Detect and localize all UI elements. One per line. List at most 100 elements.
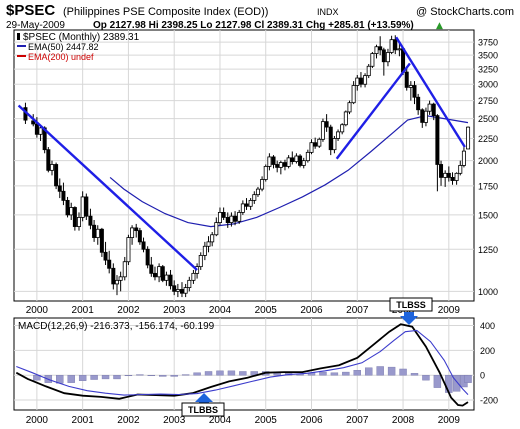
candle [450, 172, 455, 185]
candle-body-up [214, 222, 219, 236]
candle-body-up [118, 276, 123, 281]
candle-body-up [397, 48, 402, 51]
candle [175, 283, 180, 298]
candle-body-down [298, 155, 303, 166]
price-tick-label: 2000 [478, 156, 498, 166]
candle [427, 100, 432, 115]
candle-body-up [240, 203, 245, 213]
candle-body-down [141, 241, 146, 250]
candle-body-down [107, 259, 112, 269]
candle-body-up [427, 103, 432, 112]
candle-body-down [152, 272, 157, 278]
year-tick-label: 2009 [438, 415, 461, 426]
histogram-bar [239, 371, 247, 376]
candle [286, 155, 291, 169]
candle [458, 160, 463, 176]
candle-body-up [305, 151, 310, 162]
candle-body-up [294, 155, 299, 163]
histogram-bar [433, 374, 442, 388]
macd-line [15, 323, 469, 407]
candle [343, 110, 348, 127]
candle [225, 212, 230, 228]
ema50-line [109, 114, 469, 228]
candle [38, 124, 43, 141]
histogram-bar [319, 371, 327, 376]
candle [358, 72, 363, 88]
candle-body-up [252, 194, 257, 201]
candle [134, 223, 139, 238]
candle-body-up [69, 207, 74, 216]
candle-body-up [340, 124, 345, 133]
year-tick-label: 2005 [255, 305, 278, 316]
macd-tick-label: 400 [480, 321, 495, 331]
candle [332, 135, 337, 154]
tlbss-label: TLBSS [396, 300, 426, 310]
candle [210, 231, 215, 247]
candle [416, 93, 421, 115]
year-tick-label: 2008 [392, 415, 415, 426]
candle-body-down [416, 96, 421, 111]
candle [103, 241, 108, 265]
candle-body-up [336, 131, 341, 139]
candle [412, 81, 417, 105]
candle-body-up [286, 157, 291, 167]
candle-body-up [454, 172, 459, 181]
histogram-bar [181, 374, 190, 376]
candle-body-up [278, 162, 283, 168]
candle-body-down [99, 228, 104, 253]
macd-legend-label: MACD(12,26,9) -216.373, -156.174, -60.19… [18, 321, 215, 332]
legend-price-label: $PSEC (Monthly) 2389.31 [23, 32, 140, 43]
candle [157, 263, 162, 283]
candle-body-up [76, 217, 81, 227]
candle [466, 126, 471, 150]
candle [130, 225, 135, 245]
candle [355, 75, 360, 91]
candle [278, 160, 283, 175]
candle-body-down [450, 177, 455, 181]
candle [99, 227, 104, 257]
price-panel-frame [13, 29, 475, 302]
candle [363, 73, 368, 88]
candle-body-down [61, 190, 66, 201]
histogram-bar [387, 366, 396, 376]
candle-body-down [168, 274, 173, 287]
price-tick-label: 1250 [478, 245, 498, 255]
candle [244, 198, 249, 210]
candle [240, 200, 245, 215]
candle-body-up [126, 237, 131, 263]
year-tick-label: 2001 [72, 415, 95, 426]
candle [454, 172, 459, 185]
price-y-axis: 1000 1250 1500 1750 2000 2250 2500 2750 3000 3250… [478, 38, 498, 297]
histogram-bar [399, 368, 407, 376]
year-tick-label: 2000 [26, 415, 49, 426]
candle [324, 114, 329, 132]
candle [351, 81, 356, 105]
candle [423, 107, 428, 127]
candle [340, 123, 345, 135]
histogram-bar [170, 374, 178, 377]
candle-body-down [179, 289, 184, 294]
tlbss-box [389, 297, 433, 312]
tlbbs-box [181, 402, 225, 417]
candle [313, 137, 318, 149]
candle-body-up [267, 156, 272, 167]
candle-body-up [229, 215, 234, 223]
histogram-bar [464, 374, 472, 383]
candle-body-down [244, 203, 249, 207]
ema50-layer [109, 114, 469, 228]
macd-panel: -200 0 200 400 MACD(12,26,9) -216.373, -156… [13, 317, 498, 411]
candle-body-up [95, 228, 100, 238]
price-tick-label: 2750 [478, 96, 498, 106]
candle-body-up [130, 227, 135, 238]
candle-body-down [145, 248, 150, 266]
candle-body-down [358, 77, 363, 85]
candle-body-down [84, 196, 89, 217]
candle-body-up [461, 150, 466, 166]
tlbbs-annotation: TLBBS [181, 393, 225, 417]
candle-body-down [378, 46, 383, 51]
symbol-title: $PSEC [6, 2, 55, 19]
candle [461, 147, 466, 168]
year-tick-label: 2006 [300, 415, 323, 426]
candle [88, 208, 93, 230]
